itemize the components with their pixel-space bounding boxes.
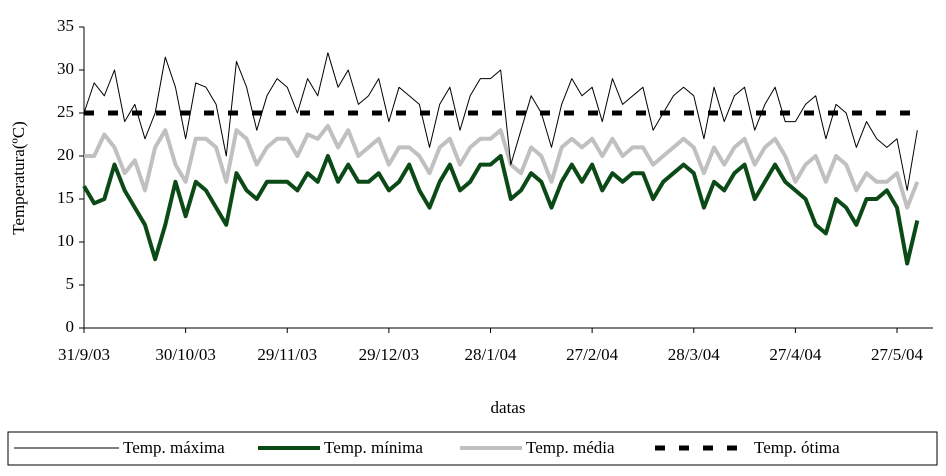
legend-label: Temp. média: [526, 438, 615, 457]
x-tick-label: 28/3/04: [668, 345, 720, 364]
series-line: [82, 154, 920, 266]
y-tick-label: 20: [57, 145, 74, 164]
y-tick-label: 35: [57, 16, 74, 35]
y-tick-label: 0: [66, 317, 75, 336]
legend-box: [7, 431, 938, 466]
x-tick-label: 28/1/04: [465, 345, 517, 364]
y-tick-label: 10: [57, 231, 74, 250]
series-line: [83, 52, 918, 191]
x-tick-label: 29/12/03: [359, 345, 419, 364]
y-axis-label: Temperatura(ºC): [9, 121, 28, 235]
y-tick-label: 25: [57, 102, 74, 121]
y-tick-label: 15: [57, 188, 74, 207]
x-tick-label: 29/11/03: [257, 345, 317, 364]
legend-label: Temp. máxima: [123, 438, 225, 457]
x-tick-label: 30/10/03: [155, 345, 215, 364]
series-line: [84, 123, 920, 210]
x-tick-label: 31/9/03: [58, 345, 110, 364]
y-tick-label: 5: [66, 274, 75, 293]
y-tick-label: 30: [57, 59, 74, 78]
x-axis-label: datas: [491, 398, 526, 417]
legend-label: Temp. ótima: [754, 438, 840, 457]
legend-label: Temp. mínima: [324, 438, 423, 457]
x-tick-label: 27/5/04: [871, 345, 923, 364]
x-tick-label: 27/2/04: [566, 345, 618, 364]
x-tick-label: 27/4/04: [769, 345, 821, 364]
